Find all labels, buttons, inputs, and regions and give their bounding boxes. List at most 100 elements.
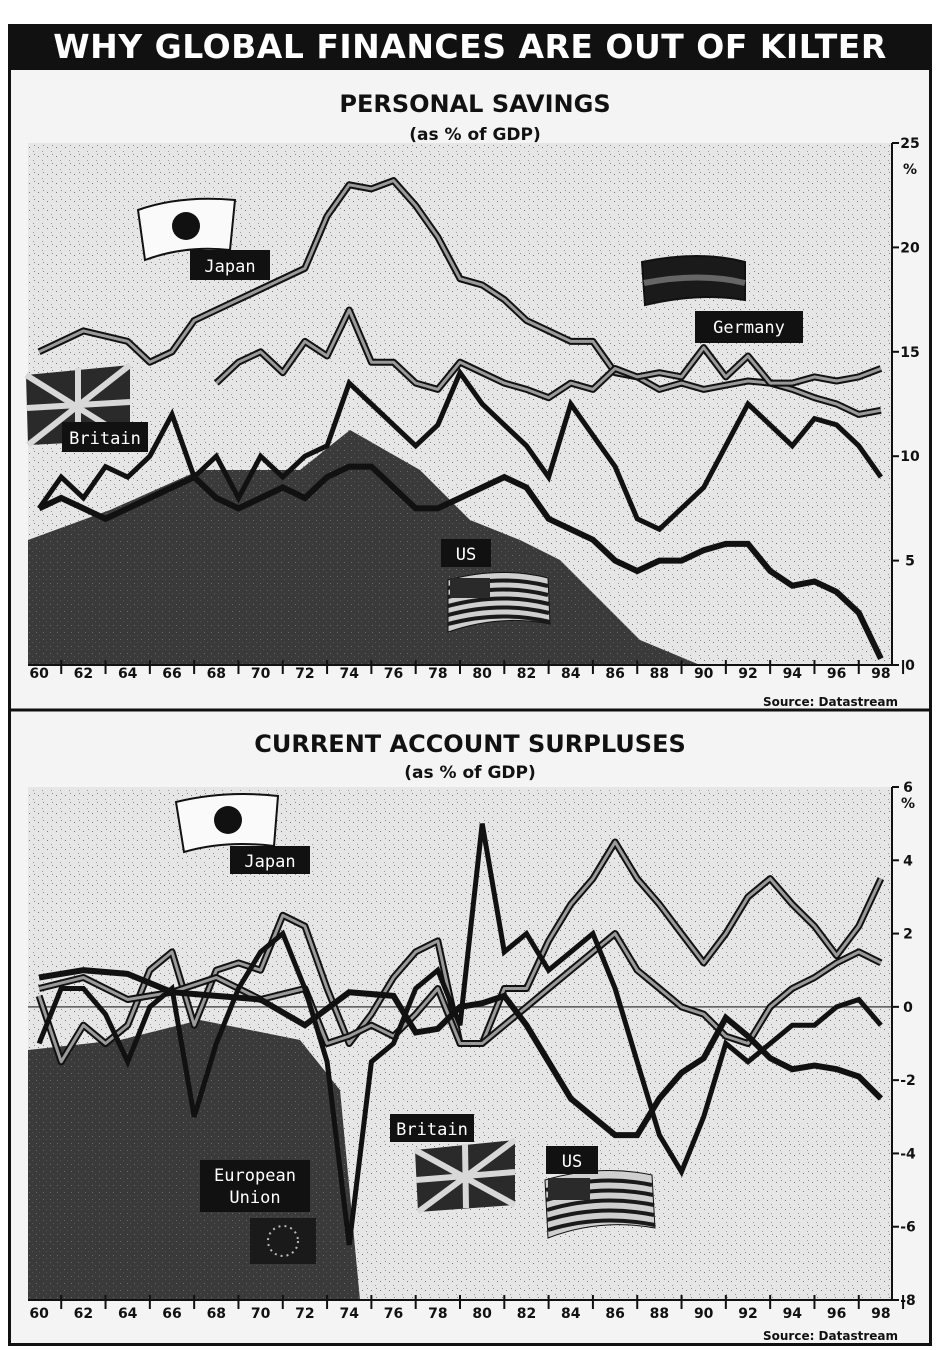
x-tick-label: 90 [694,666,714,682]
y-tick-label: 20 [900,240,920,256]
y-tick-label: 25 [900,136,919,152]
x-tick-label: 64 [118,1306,138,1322]
y-tick-label: 0 [905,658,915,674]
savings-subtitle: (as % of GDP) [409,125,541,145]
x-tick-label: 76 [384,1306,403,1322]
savings-y-ticks: 0 5 10 15 20 25 [891,136,920,674]
svg-text:Britain: Britain [396,1120,468,1140]
y-tick-label: 15 [900,345,919,361]
x-tick-label: 96 [827,1306,846,1322]
label-britain: Britain [62,422,148,452]
x-tick-label: 98 [871,1306,890,1322]
x-tick-label: 78 [428,666,447,682]
savings-panel: PERSONAL SAVINGS (as % of GDP) 0 5 10 15 20 2… [24,90,920,709]
series-european-union-line [38,932,882,1045]
svg-text:Japan: Japan [244,852,295,872]
current-account-subtitle: (as % of GDP) [404,763,536,783]
x-tick-label: 92 [738,666,757,682]
y-tick-label: -8 [900,1293,916,1309]
current-account-source: Source: Datastream [763,1329,898,1343]
svg-text:US: US [456,545,476,565]
y-tick-label: 10 [900,449,920,465]
x-tick-label: 88 [650,666,669,682]
label-european-union: European Union [200,1160,310,1212]
x-tick-label: 72 [295,666,314,682]
germany-flag-icon [640,255,746,307]
x-tick-label: 62 [74,1306,93,1322]
x-tick-label: 68 [207,1306,226,1322]
label-britain: Britain [390,1114,474,1142]
x-tick-label: 60 [29,666,49,682]
y-tick-label: -2 [900,1073,916,1089]
y-tick-label: 5 [905,554,915,570]
x-tick-label: 60 [29,1306,49,1322]
x-tick-label: 84 [561,1306,581,1322]
x-tick-label: 86 [605,666,624,682]
us-flag-icon [544,1170,656,1239]
x-tick-label: 72 [295,1306,314,1322]
x-tick-label: 70 [251,1306,271,1322]
x-tick-label: 66 [162,666,181,682]
label-japan: Japan [230,846,310,874]
x-tick-label: 84 [561,666,581,682]
current-account-x-ticks: 60 62 64 66 68 70 72 74 76 78 80 82 84 86 88 90 92 94 96 98 [28,1295,905,1322]
x-tick-label: 80 [472,1306,492,1322]
series-britain-line [37,367,883,533]
x-tick-label: 76 [384,666,403,682]
current-account-title: CURRENT ACCOUNT SURPLUSES [254,730,686,758]
x-tick-label: 66 [162,1306,181,1322]
current-account-y-ticks: -8 -6 -4 -2 0 2 4 6 [891,780,916,1309]
britain-flag-icon [413,1137,517,1215]
x-tick-label: 82 [517,666,536,682]
banner-title: WHY GLOBAL FINANCES ARE OUT OF KILTER [8,24,932,70]
series-germany-line [215,308,882,400]
y-tick-label: -6 [900,1220,916,1236]
x-tick-label: 78 [428,1306,447,1322]
x-tick-label: 90 [694,1306,714,1322]
x-tick-label: 92 [738,1306,757,1322]
y-tick-label: 4 [903,853,913,869]
us-flag-icon [447,571,551,633]
label-japan: Japan [190,250,270,280]
x-tick-label: 96 [827,666,846,682]
savings-source: Source: Datastream [763,695,898,709]
x-tick-label: 74 [339,666,359,682]
x-tick-label: 62 [74,666,93,682]
x-tick-label: 70 [251,666,271,682]
current-account-unit-label: % [901,796,915,812]
eu-flag-icon [250,1218,316,1264]
svg-text:US: US [562,1152,582,1172]
savings-series-lines [37,177,884,661]
current-account-panel: CURRENT ACCOUNT SURPLUSES (as % of GDP) … [28,730,916,1343]
current-account-series-lines [35,823,885,1246]
x-tick-label: 98 [871,666,890,682]
savings-title: PERSONAL SAVINGS [339,90,610,118]
svg-text:Britain: Britain [69,429,141,449]
x-tick-label: 64 [118,666,138,682]
x-tick-label: 74 [339,1306,359,1322]
svg-text:Germany: Germany [713,318,785,338]
series-us-line [38,967,884,1139]
y-tick-label: 2 [903,927,913,943]
series-britain-line [36,823,883,1246]
y-tick-label: -4 [900,1146,916,1162]
savings-x-ticks: 60 62 64 66 68 70 72 74 76 78 80 82 84 86 88 90 92 94 96 98 [28,660,905,682]
series-us-line [37,463,884,661]
x-tick-label: 94 [783,666,803,682]
label-us: US [546,1146,598,1174]
svg-text:Japan: Japan [204,257,255,277]
x-tick-label: 88 [650,1306,669,1322]
x-tick-label: 68 [207,666,226,682]
x-tick-label: 82 [517,1306,536,1322]
japan-flag-icon [174,793,280,854]
label-germany: Germany [695,311,803,343]
x-tick-label: 94 [783,1306,803,1322]
x-tick-label: 80 [472,666,492,682]
y-tick-label: 0 [903,1000,913,1016]
x-tick-label: 86 [605,1306,624,1322]
y-tick-label: 6 [903,780,913,796]
series-japan-line [38,179,882,416]
label-us: US [441,539,491,567]
